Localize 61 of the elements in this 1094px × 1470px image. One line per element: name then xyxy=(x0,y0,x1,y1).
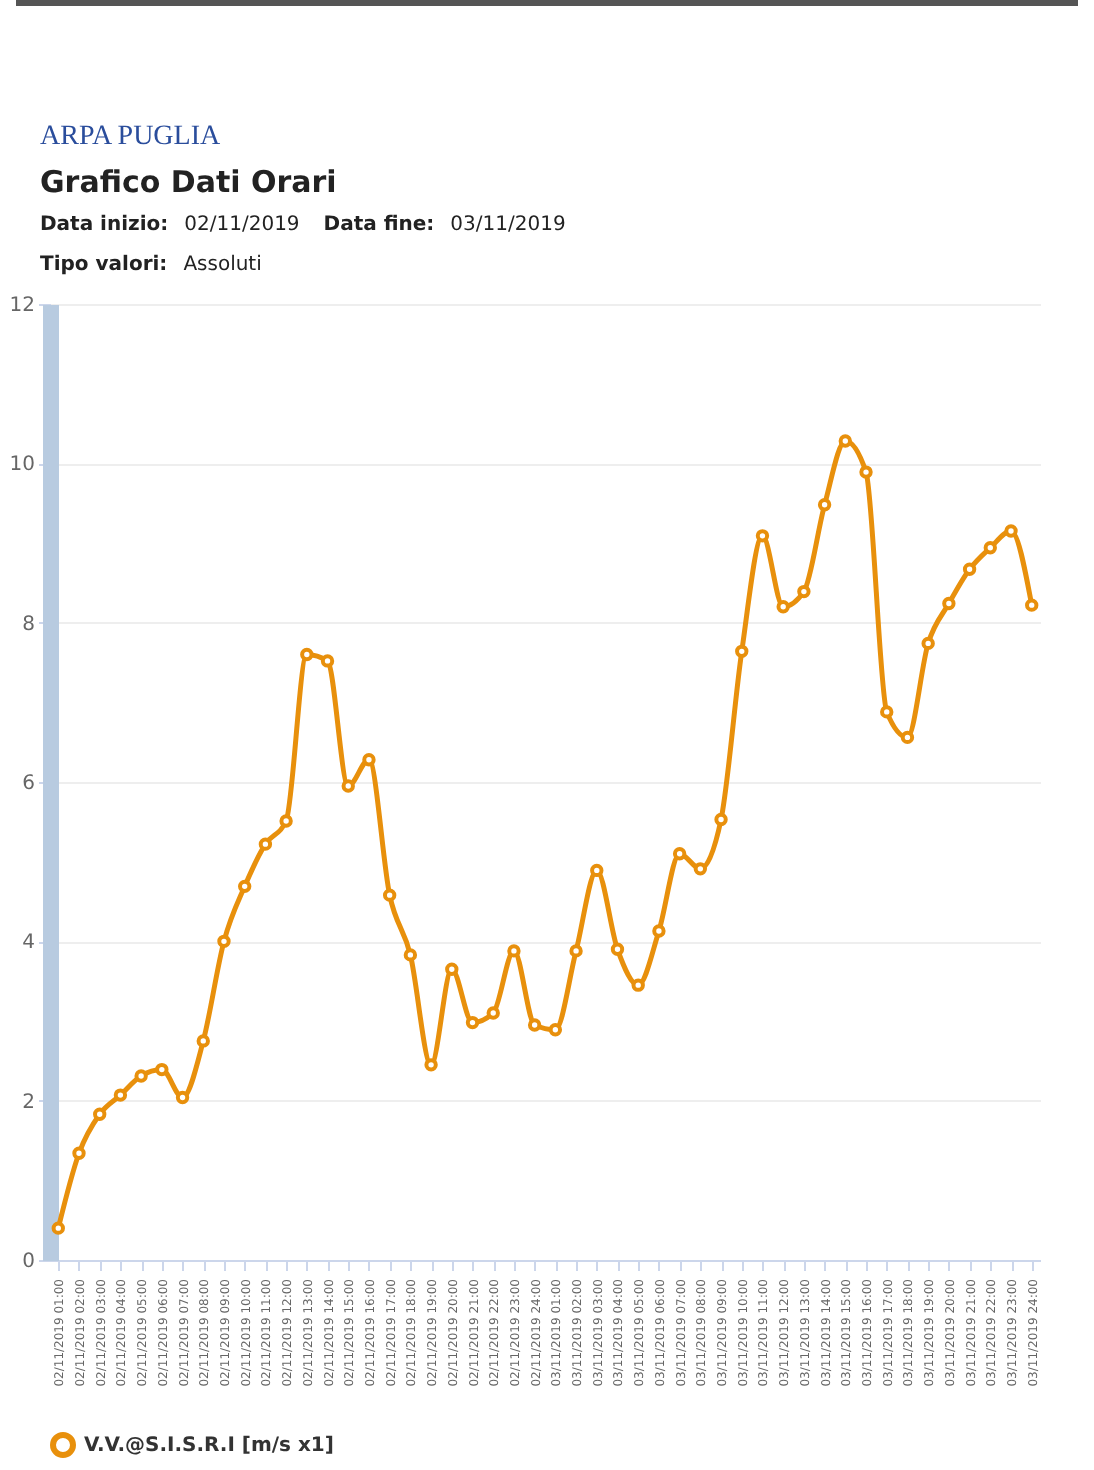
point xyxy=(776,600,790,614)
point xyxy=(590,863,604,878)
text: Data inizio: 02/11/2019 xyxy=(40,214,300,236)
point xyxy=(362,753,376,767)
y-tick-label: 6 xyxy=(22,773,35,795)
point xyxy=(258,837,273,851)
point xyxy=(817,498,832,512)
point xyxy=(569,944,583,958)
point xyxy=(196,1034,210,1048)
point xyxy=(341,779,355,793)
point xyxy=(320,654,335,668)
y-tick-label: 8 xyxy=(22,613,35,636)
point xyxy=(859,465,873,479)
point xyxy=(900,730,915,745)
point xyxy=(507,944,521,958)
point xyxy=(238,879,252,894)
point xyxy=(93,1107,107,1121)
point xyxy=(838,434,852,448)
point xyxy=(382,888,397,902)
point xyxy=(403,948,418,962)
text: Data fine: 03/11/2019 xyxy=(323,214,566,236)
y-tick-label: 10 xyxy=(9,454,35,477)
point xyxy=(631,978,645,992)
point xyxy=(672,847,687,861)
point xyxy=(175,1090,190,1105)
point xyxy=(1004,524,1018,538)
y-tick-label: 0 xyxy=(22,1251,35,1273)
point xyxy=(279,814,293,828)
point xyxy=(465,1015,480,1030)
point xyxy=(134,1069,148,1083)
point xyxy=(735,644,749,659)
point xyxy=(51,1221,65,1235)
point xyxy=(486,1006,500,1020)
point xyxy=(962,562,977,576)
chart-title: Grafico Dati Orari xyxy=(40,164,337,200)
point xyxy=(155,1062,169,1077)
point xyxy=(1025,598,1039,612)
y-tick-label: 12 xyxy=(9,295,35,317)
point xyxy=(424,1058,438,1072)
point xyxy=(72,1146,86,1160)
point xyxy=(797,584,811,599)
text: Tipo valori: Assoluti xyxy=(40,254,262,276)
point xyxy=(217,934,231,949)
point xyxy=(548,1023,563,1037)
point xyxy=(714,812,728,827)
y-tick-label: 2 xyxy=(22,1091,35,1114)
point xyxy=(445,962,459,976)
point xyxy=(921,636,935,651)
point xyxy=(113,1088,128,1102)
point xyxy=(880,705,894,719)
point xyxy=(610,942,625,956)
text: ARPA PUGLIA xyxy=(40,122,221,154)
point xyxy=(300,647,314,662)
point xyxy=(942,596,956,611)
point xyxy=(527,1018,542,1032)
point xyxy=(693,862,708,876)
legend-label: V.V.@S.I.S.R.I [m/s x1] xyxy=(84,1435,334,1457)
y-tick-label: 4 xyxy=(22,932,35,955)
point xyxy=(652,924,666,938)
point xyxy=(755,529,770,543)
point xyxy=(983,541,997,555)
